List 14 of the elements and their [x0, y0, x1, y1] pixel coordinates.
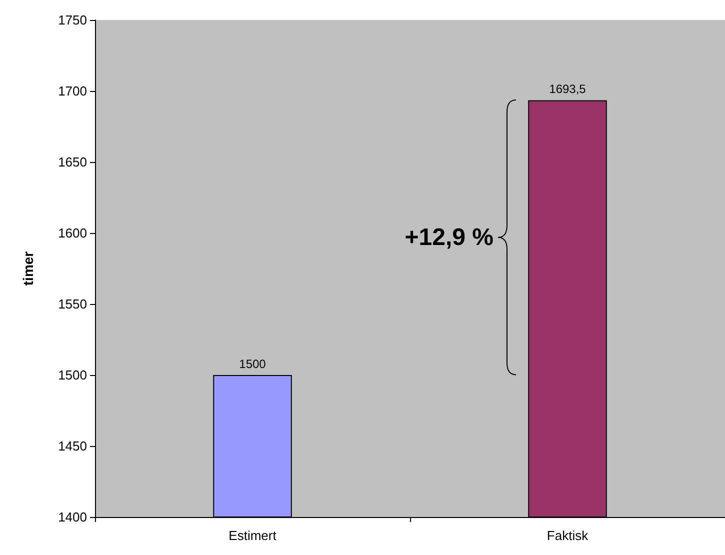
y-axis-title: timer — [20, 250, 36, 286]
y-tick-label: 1450 — [58, 438, 87, 454]
data-label: 1500 — [239, 357, 266, 371]
annotation: +12,9 % — [404, 224, 494, 252]
y-tick-label: 1600 — [58, 226, 87, 240]
y-tick-label: 1700 — [58, 84, 87, 98]
y-tick-label: 1550 — [58, 296, 87, 312]
x-tick-label: Faktisk — [546, 528, 589, 543]
data-label: 1693,5 — [549, 82, 586, 96]
y-tick-label: 1500 — [58, 368, 87, 382]
y-tick-label: 1650 — [58, 154, 87, 170]
y-tick-label: 1750 — [58, 12, 87, 28]
y-tick-label: 1400 — [58, 510, 87, 524]
x-tick-label: Estimert — [228, 528, 277, 543]
